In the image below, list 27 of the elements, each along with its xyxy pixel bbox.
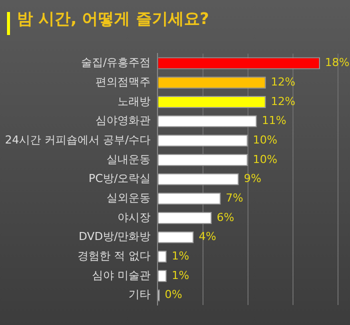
data-label: 10% bbox=[252, 133, 278, 146]
data-label: 12% bbox=[270, 75, 296, 88]
data-label: 12% bbox=[270, 94, 296, 108]
data-label: 9% bbox=[244, 172, 262, 186]
data-label: 10% bbox=[252, 152, 278, 166]
y-tick-label: 실내운동 bbox=[106, 152, 151, 166]
data-label: 4% bbox=[198, 230, 216, 244]
y-tick-label: PC방/오락실 bbox=[88, 172, 151, 186]
y-tick-label: DVD방/만화방 bbox=[78, 230, 151, 244]
chart-title: 밤 시간, 어떻게 즐기세요? bbox=[17, 9, 210, 30]
y-tick-label: 야시장 bbox=[118, 210, 151, 224]
y-tick-label: 기타 bbox=[128, 288, 151, 302]
data-label: 7% bbox=[226, 192, 244, 204]
data-label: 1% bbox=[172, 250, 190, 263]
data-label: 6% bbox=[216, 210, 234, 224]
y-tick-label: 24시간 커피숍에서 공부/수다 bbox=[4, 133, 151, 146]
y-tick-label: 심야 미술관 bbox=[92, 268, 151, 282]
y-tick-label: 심야영화관 bbox=[96, 114, 151, 128]
data-label: 11% bbox=[262, 114, 286, 128]
data-label: 18% bbox=[324, 56, 350, 70]
data-label: 0% bbox=[164, 288, 182, 302]
y-tick-label: 편의점맥주 bbox=[96, 75, 151, 88]
y-tick-label: 실외운동 bbox=[106, 192, 151, 204]
y-tick-label: 경험한 적 없다 bbox=[78, 250, 151, 263]
data-label: 1% bbox=[172, 268, 190, 282]
y-tick-label: 술집/유흥주점 bbox=[80, 56, 151, 70]
y-tick-label: 노래방 bbox=[118, 94, 151, 108]
